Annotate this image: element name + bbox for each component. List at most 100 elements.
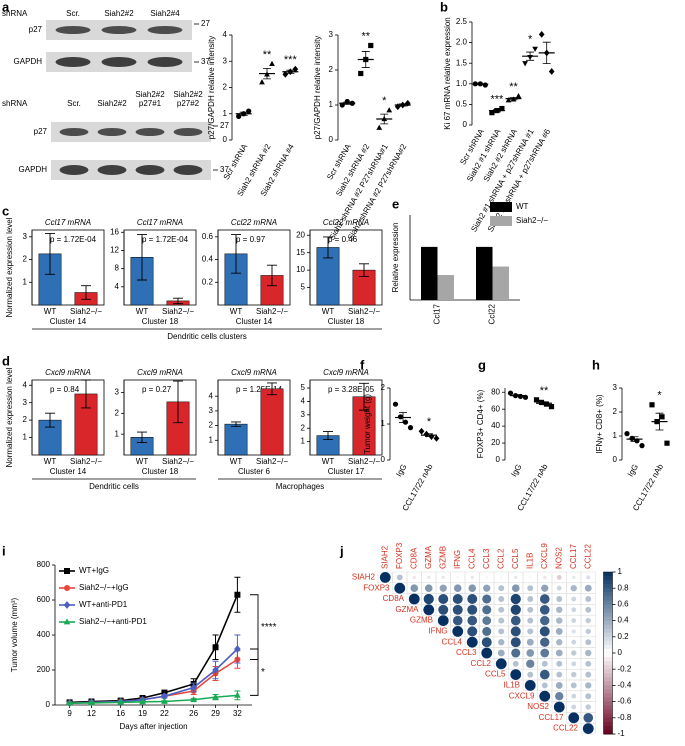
y-tick-label: 4 — [115, 282, 120, 291]
blot-band — [147, 57, 183, 67]
significance: * — [657, 390, 662, 402]
corr-circle — [571, 596, 577, 602]
y-tick-label: 20 — [491, 438, 500, 447]
corr-circle — [456, 576, 459, 579]
corr-circle — [452, 626, 464, 637]
corr-circle — [571, 671, 577, 678]
chart-title: Cxcl9 mRNA — [231, 368, 277, 377]
column-label: CCL4 — [467, 548, 476, 569]
data-point — [269, 60, 275, 66]
x-tick-label: Siah2−/− — [70, 307, 102, 316]
data-point — [190, 696, 197, 703]
y-tick-label: 1 — [209, 435, 214, 444]
cluster-label: Cluster 14 — [236, 317, 273, 326]
plot-frame — [217, 379, 291, 456]
marker-label: 27 — [220, 121, 229, 130]
data-point — [161, 697, 168, 704]
blot-band — [135, 165, 165, 175]
x-tick-label: Siah2−/− — [162, 307, 194, 316]
lane-label: Scr. — [66, 9, 80, 18]
colorbar-label: -0.8 — [618, 713, 632, 722]
panel-letter: i — [2, 543, 6, 558]
corr-circle — [571, 704, 577, 710]
error-bar — [425, 433, 433, 437]
error-bar — [476, 83, 485, 86]
legend-marker — [64, 585, 70, 591]
blot-band — [55, 26, 91, 34]
corr-circle — [441, 575, 445, 580]
colorbar-step — [603, 588, 613, 593]
colorbar-label: -0.2 — [618, 664, 632, 673]
colorbar-label: 0.2 — [618, 632, 630, 641]
y-axis-label: IFNγ+ CD8+ (%) — [595, 394, 604, 453]
colorbar-step — [603, 592, 613, 597]
colorbar-step — [603, 616, 613, 622]
error-bar — [81, 379, 91, 409]
blot-band — [59, 128, 89, 136]
data-point — [394, 103, 401, 111]
panel-letter: j — [339, 543, 344, 558]
corr-circle — [540, 615, 550, 626]
colorbar-step — [603, 705, 613, 711]
corr-circle — [481, 637, 492, 648]
corr-circle — [585, 628, 591, 635]
corr-circle — [510, 615, 521, 626]
column-label: CCL3 — [482, 548, 491, 569]
corr-circle — [556, 606, 563, 613]
colorbar-step — [603, 653, 613, 658]
data-point — [624, 431, 630, 437]
corr-circle — [524, 680, 536, 691]
lane-label: Siah2#4 — [150, 9, 180, 18]
corr-circle — [541, 584, 549, 592]
row-label: GAPDH — [14, 57, 43, 66]
panel-letter: b — [440, 0, 448, 14]
error-bar — [137, 234, 147, 281]
colorbar-label: 0.6 — [618, 600, 630, 609]
y-tick-label: 3 — [23, 398, 28, 407]
bar — [421, 246, 438, 300]
y-axis-label: Tumor weight (g) — [363, 394, 372, 455]
blot-strip — [51, 160, 211, 180]
data-point — [376, 124, 383, 130]
corr-circle — [585, 606, 592, 613]
data-point — [282, 70, 289, 78]
corr-circle — [585, 617, 591, 624]
plot-frame — [31, 229, 105, 306]
corr-circle — [526, 638, 534, 646]
y-tick-label: 1.5 — [456, 58, 468, 67]
y-tick-label: 800 — [37, 560, 51, 569]
data-point — [522, 61, 528, 67]
y-tick-label: 1 — [23, 433, 28, 442]
x-tick-label: WT — [136, 307, 149, 316]
row-label: NOS2 — [527, 702, 549, 711]
error-bar — [359, 382, 369, 411]
corr-circle — [379, 572, 391, 583]
y-tick-label: 0.2 — [202, 277, 214, 286]
colorbar-step — [603, 709, 613, 715]
y-tick-label: 5 — [301, 283, 306, 292]
colorbar-step — [603, 604, 613, 609]
p-value: p = 0.84 — [50, 385, 80, 394]
p-value: p = 0.97 — [236, 235, 266, 244]
significance: *** — [490, 93, 504, 105]
y-tick-label: 20 — [296, 230, 305, 239]
column-label: CCL22 — [583, 544, 592, 569]
y-axis-label: FOXP3+ CD4+ (%) — [476, 389, 485, 458]
data-point — [433, 435, 440, 442]
y-tick-label: 3 — [209, 406, 214, 415]
colorbar-step — [603, 576, 613, 581]
colorbar-step — [603, 673, 613, 678]
row-label: GZMB — [410, 616, 433, 625]
colorbar-step — [603, 689, 613, 694]
data-point — [397, 414, 404, 420]
x-tick-label: WT — [230, 307, 243, 316]
column-label: CCL17 — [569, 544, 578, 569]
column-label: NOS2 — [554, 547, 563, 569]
corr-circle — [510, 669, 522, 680]
blot-band — [97, 128, 127, 136]
row-label: p27 — [29, 25, 43, 34]
colorbar-step — [603, 657, 613, 662]
error-bar — [45, 232, 55, 275]
corr-circle — [527, 606, 534, 613]
